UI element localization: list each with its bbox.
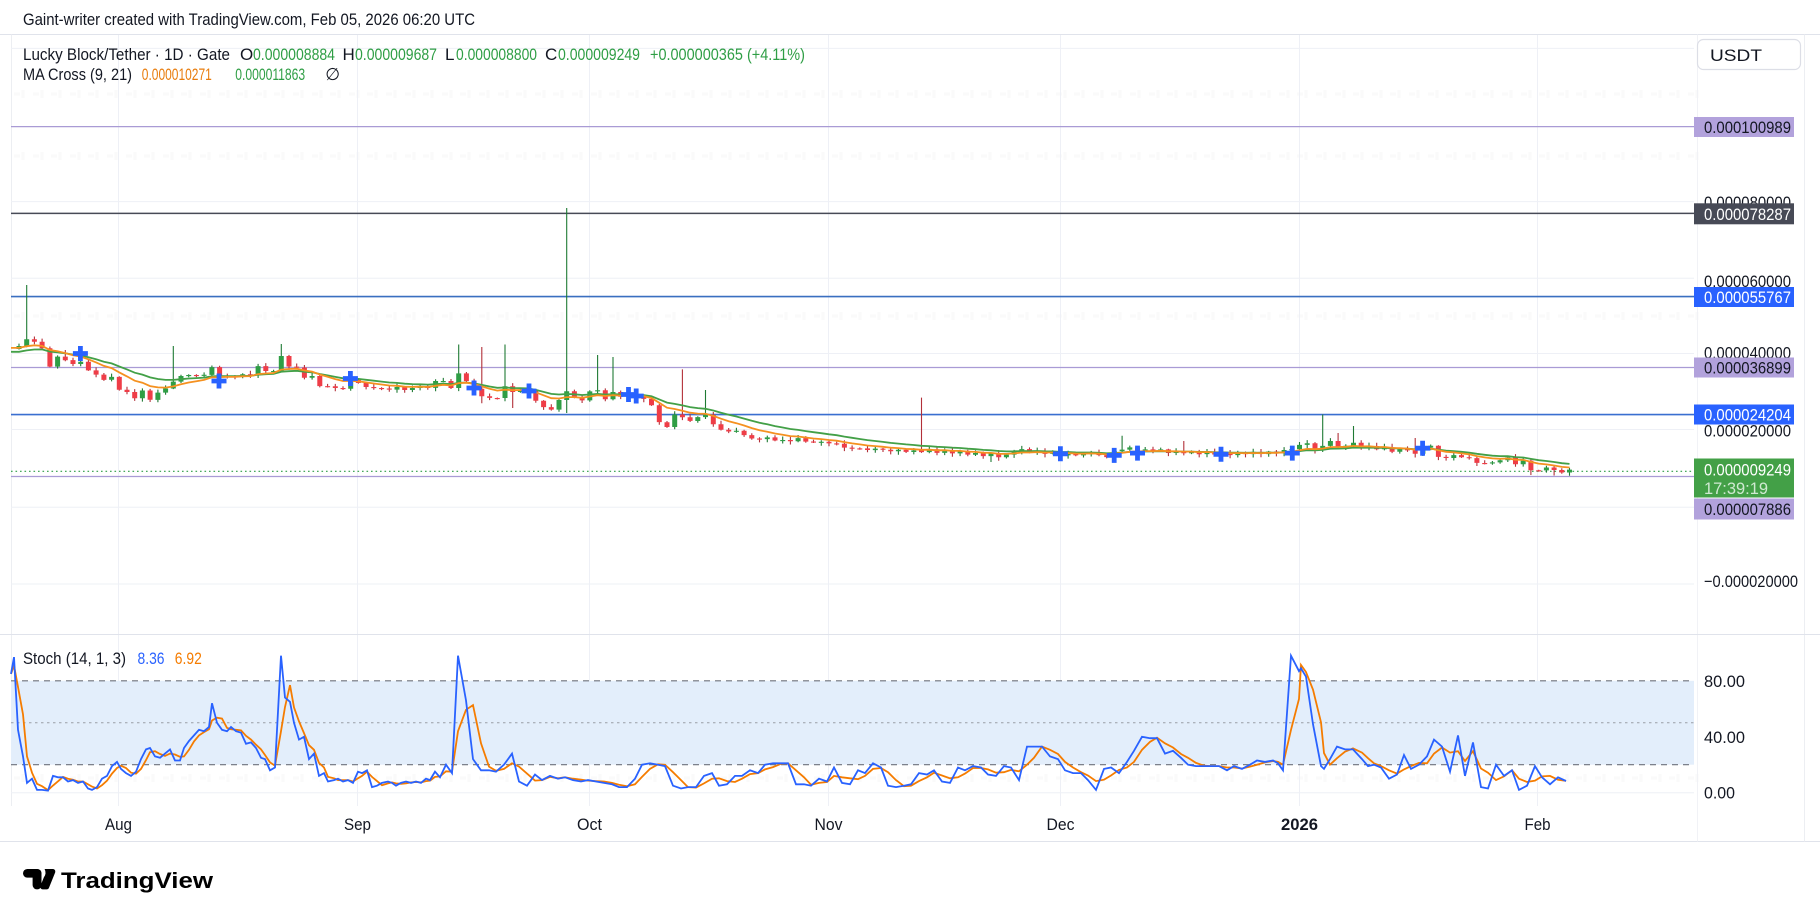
svg-text:Feb: Feb <box>1525 816 1551 834</box>
svg-text:0.000007886: 0.000007886 <box>1704 500 1791 519</box>
svg-text:0.000020000: 0.000020000 <box>1704 421 1791 440</box>
svg-text:Sep: Sep <box>344 816 371 834</box>
svg-text:Stoch (14, 1, 3): Stoch (14, 1, 3) <box>23 649 126 668</box>
svg-text:Nov: Nov <box>815 816 844 834</box>
svg-text:+0.000000365 (+4.11%): +0.000000365 (+4.11%) <box>650 45 805 64</box>
svg-text:USDT: USDT <box>1710 46 1762 65</box>
svg-text:−0.000020000: −0.000020000 <box>1704 572 1798 591</box>
svg-text:0.000100989: 0.000100989 <box>1704 118 1791 137</box>
svg-text:TradingView: TradingView <box>61 868 214 893</box>
svg-text:O: O <box>240 45 253 64</box>
svg-text:17:39:19: 17:39:19 <box>1704 480 1768 498</box>
svg-text:0.000011863: 0.000011863 <box>235 65 305 84</box>
svg-text:0.000008884: 0.000008884 <box>253 45 335 64</box>
svg-text:∅: ∅ <box>325 65 340 84</box>
svg-text:0.000008800: 0.000008800 <box>456 45 537 64</box>
svg-text:0.000009687: 0.000009687 <box>355 45 437 64</box>
svg-text:0.000078287: 0.000078287 <box>1704 205 1791 224</box>
svg-text:Gaint-writer created with Trad: Gaint-writer created with TradingView.co… <box>23 11 475 29</box>
svg-text:Aug: Aug <box>105 816 132 834</box>
svg-text:8.36: 8.36 <box>138 649 165 668</box>
svg-text:Dec: Dec <box>1047 816 1075 834</box>
svg-text:0.000036899: 0.000036899 <box>1704 359 1791 378</box>
svg-text:MA Cross (9, 21): MA Cross (9, 21) <box>23 65 132 84</box>
svg-text:2026: 2026 <box>1281 816 1318 834</box>
svg-text:0.00: 0.00 <box>1704 784 1735 803</box>
svg-text:0.000009249: 0.000009249 <box>558 45 640 64</box>
svg-text:L: L <box>445 45 454 64</box>
svg-text:40.00: 40.00 <box>1704 728 1745 747</box>
svg-text:H: H <box>343 45 355 64</box>
svg-text:0.000010271: 0.000010271 <box>142 65 212 84</box>
svg-text:80.00: 80.00 <box>1704 672 1745 691</box>
svg-text:C: C <box>545 45 557 64</box>
svg-text:0.000055767: 0.000055767 <box>1704 288 1791 307</box>
svg-text:6.92: 6.92 <box>175 649 202 668</box>
svg-text:Lucky Block/Tether · 1D · Gate: Lucky Block/Tether · 1D · Gate <box>23 45 230 64</box>
svg-text:0.000024204: 0.000024204 <box>1704 406 1791 425</box>
svg-text:0.000060000: 0.000060000 <box>1704 272 1791 291</box>
svg-text:Oct: Oct <box>577 816 602 834</box>
svg-text:0.000009249: 0.000009249 <box>1704 460 1791 479</box>
